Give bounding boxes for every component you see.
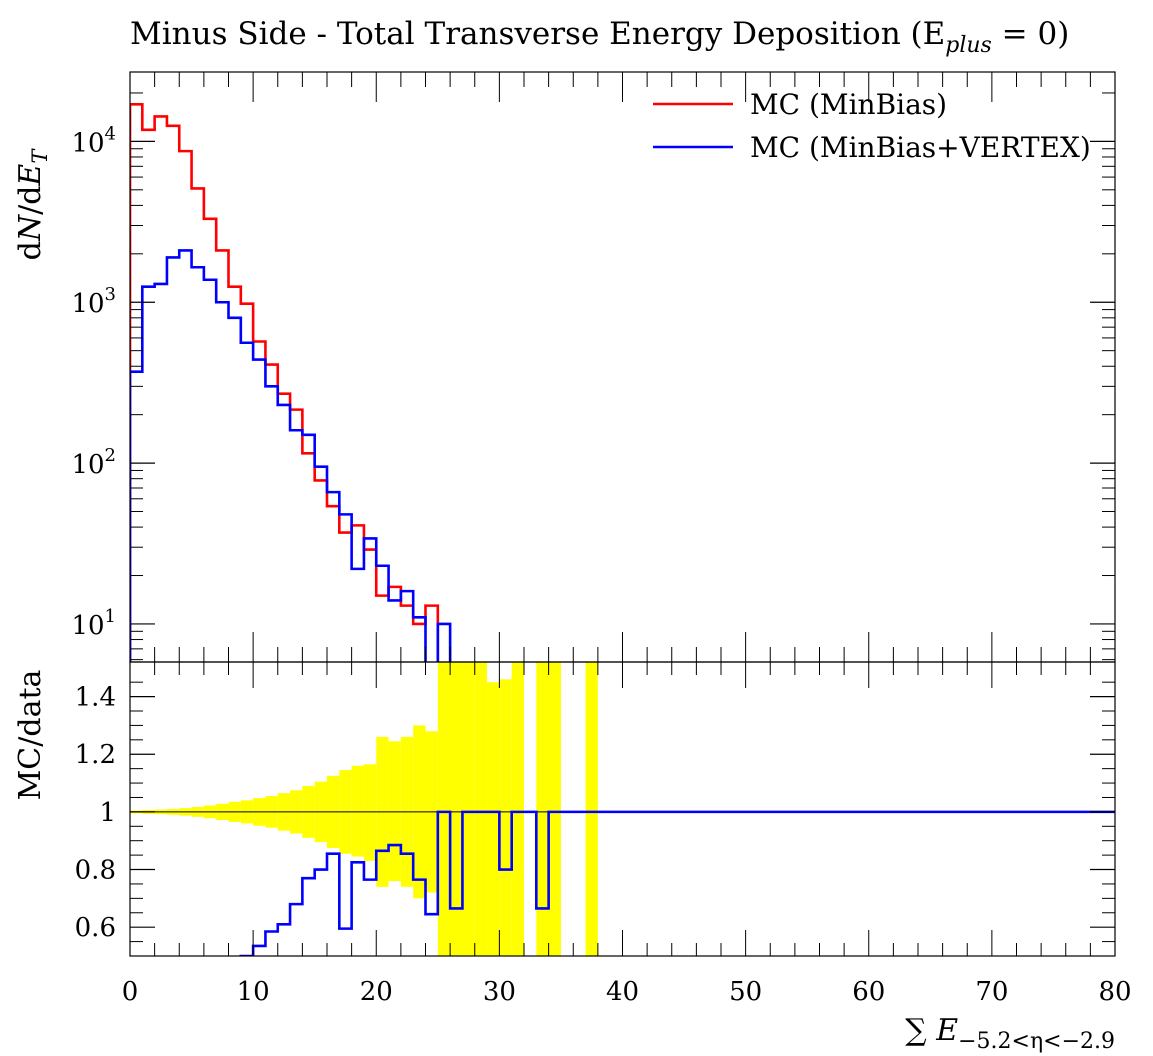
main-plot-area xyxy=(130,103,452,662)
uncertainty-band-bin xyxy=(585,662,598,956)
uncertainty-band-bin xyxy=(536,662,561,956)
ratio-series-minbias-vertex xyxy=(239,810,1115,956)
x-axis-label: ∑ E−5.2<η<−2.9 xyxy=(905,1013,1115,1054)
y-tick-label: 0.8 xyxy=(75,856,116,886)
main-y-axis-label: dN/dET xyxy=(13,148,52,261)
legend-label: MC (MinBias+VERTEX) xyxy=(750,131,1091,164)
x-tick-label: 50 xyxy=(729,977,762,1007)
uncertainty-band-bin xyxy=(363,764,377,861)
ratio-plot-area xyxy=(130,662,1115,956)
x-tick-label: 10 xyxy=(237,977,270,1007)
y-tick-label: 0.6 xyxy=(75,913,116,943)
x-tick-label: 80 xyxy=(1098,977,1131,1007)
main-y-axis: 101 102 103 104 xyxy=(71,92,1115,661)
uncertainty-band-bin xyxy=(351,765,364,857)
ratio-y-axis: 0.6 0.8 1 1.2 1.4 xyxy=(75,681,1115,943)
legend-label: MC (MinBias) xyxy=(750,88,947,121)
x-tick-label: 40 xyxy=(606,977,639,1007)
ratio-panel-frame xyxy=(129,661,1116,957)
uncertainty-band-bin xyxy=(499,679,512,956)
x-tick-label: 60 xyxy=(852,977,885,1007)
uncertainty-band-bin xyxy=(511,662,524,956)
x-tick-label: 0 xyxy=(122,977,139,1007)
uncertainty-band-bin xyxy=(487,682,500,956)
series-minbias-vertex-histogram xyxy=(130,249,452,662)
uncertainty-band-bin xyxy=(437,662,475,956)
x-axis: 0 10 20 30 40 50 60 70 80 xyxy=(122,662,1132,1007)
chart-title: Minus Side - Total Transverse Energy Dep… xyxy=(130,16,1069,58)
x-tick-label: 20 xyxy=(360,977,393,1007)
y-tick-label: 1.4 xyxy=(75,683,116,713)
uncertainty-band-bin xyxy=(388,741,401,882)
legend: MC (MinBias) MC (MinBias+VERTEX) xyxy=(653,88,1091,164)
ratio-y-axis-label: MC/data xyxy=(13,669,48,800)
x-tick-label: 70 xyxy=(975,977,1008,1007)
main-panel: 101 102 103 104 xyxy=(71,72,1116,662)
series-minbias-histogram xyxy=(130,103,440,662)
y-tick-label: 1 xyxy=(99,798,116,828)
y-tick-label: 1.2 xyxy=(75,740,116,770)
ratio-panel: 0.6 0.8 1 1.2 1.4 0 10 20 30 40 50 60 70 80 xyxy=(75,662,1132,1007)
y-tick-label: 103 xyxy=(71,284,116,319)
x-tick-label: 30 xyxy=(483,977,516,1007)
y-tick-label: 102 xyxy=(71,445,116,480)
y-tick-label: 101 xyxy=(71,606,116,641)
y-tick-label: 104 xyxy=(71,123,116,158)
uncertainty-band-bin xyxy=(474,662,488,956)
